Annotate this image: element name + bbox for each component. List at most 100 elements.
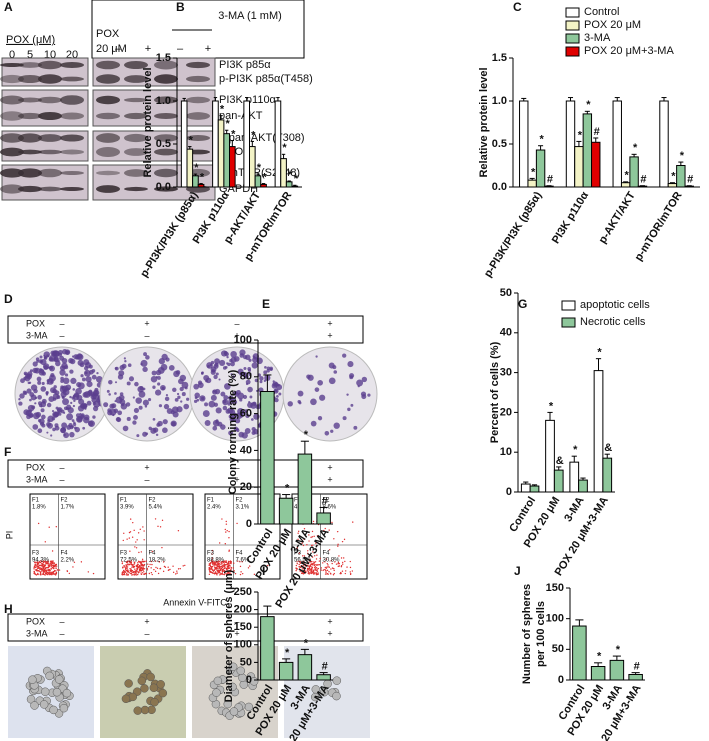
- y-tick-label: 150: [546, 582, 564, 594]
- event-dot: [314, 568, 317, 570]
- colony: [298, 401, 302, 405]
- bar: [180, 100, 188, 188]
- event-dot: [224, 560, 226, 562]
- event-dot: [340, 566, 343, 568]
- event-dot: [223, 563, 226, 566]
- colony: [41, 414, 46, 420]
- blot-band: [38, 149, 62, 155]
- event-dot: [92, 572, 95, 575]
- event-dot: [73, 561, 76, 563]
- event-dot: [296, 562, 298, 565]
- axis-label: PI: [4, 531, 14, 540]
- y-tick-label: 50: [240, 656, 252, 668]
- event-dot: [298, 552, 300, 554]
- treatment-sign: +: [144, 318, 149, 328]
- event-dot: [340, 557, 343, 559]
- event-dot: [221, 573, 223, 575]
- event-dot: [33, 568, 35, 570]
- cell: [236, 666, 246, 676]
- event-dot: [130, 568, 132, 570]
- event-dot: [217, 570, 220, 572]
- colony: [75, 413, 81, 418]
- event-dot: [315, 574, 318, 576]
- event-dot: [126, 574, 129, 576]
- event-dot: [129, 562, 131, 564]
- event-dot: [311, 556, 314, 558]
- colony: [96, 371, 99, 375]
- event-dot: [45, 570, 48, 573]
- quadrant-value: 30.8%: [323, 558, 341, 564]
- colony: [91, 374, 97, 380]
- event-dot: [333, 538, 335, 540]
- colony: [58, 352, 63, 357]
- event-dot: [229, 569, 231, 572]
- colony: [46, 431, 49, 434]
- blot-band: [154, 96, 178, 104]
- colony: [134, 381, 139, 387]
- event-dot: [295, 564, 298, 567]
- colony: [347, 361, 354, 368]
- colony: [158, 404, 163, 408]
- event-dot: [208, 568, 210, 570]
- bar: [243, 100, 250, 188]
- y-tick-label: 150: [234, 621, 252, 633]
- significance-mark: *: [549, 400, 554, 412]
- event-dot: [42, 573, 44, 576]
- significance-mark: *: [189, 134, 194, 146]
- event-dot: [54, 565, 56, 567]
- event-dot: [133, 565, 136, 568]
- colony: [52, 397, 57, 401]
- event-dot: [137, 571, 140, 574]
- event-dot: [211, 557, 214, 559]
- event-dot: [338, 562, 340, 565]
- colony: [35, 411, 42, 418]
- blot-band: [18, 168, 42, 178]
- quadrant-value: 56.5%: [294, 558, 312, 564]
- significance-mark: *: [671, 171, 676, 183]
- event-dot: [39, 564, 41, 567]
- quadrant-label: F4: [236, 551, 244, 557]
- colony: [266, 366, 271, 371]
- event-dot: [174, 573, 177, 575]
- event-dot: [162, 570, 165, 573]
- event-dot: [211, 569, 214, 571]
- event-dot: [182, 565, 184, 567]
- blot-band: [96, 185, 120, 193]
- colony: [51, 416, 56, 421]
- legend-swatch: [565, 7, 580, 18]
- colony: [144, 405, 148, 408]
- colony: [333, 370, 338, 374]
- bar: [582, 113, 593, 188]
- event-dot: [219, 574, 221, 576]
- event-dot: [296, 561, 298, 563]
- bar: [628, 673, 643, 681]
- event-dot: [211, 553, 213, 555]
- colony: [52, 350, 58, 356]
- event-dot: [214, 562, 217, 564]
- event-dot: [128, 537, 131, 539]
- colony: [109, 408, 117, 416]
- event-dot: [45, 567, 47, 569]
- colony: [347, 407, 351, 412]
- event-dot: [302, 568, 305, 570]
- event-dot: [330, 560, 333, 562]
- colony: [88, 420, 94, 427]
- y-axis-label: Number of spheres: [521, 584, 533, 684]
- event-dot: [295, 569, 297, 572]
- colony: [53, 385, 57, 389]
- significance-mark: *: [597, 347, 602, 359]
- cell: [121, 694, 131, 704]
- event-dot: [143, 571, 145, 573]
- colony: [297, 390, 304, 397]
- colony: [212, 425, 218, 431]
- bar: [297, 453, 313, 525]
- treatment-sign: +: [234, 474, 239, 484]
- colony: [66, 413, 74, 421]
- event-dot: [211, 568, 213, 570]
- colony: [247, 386, 253, 393]
- colony: [166, 408, 173, 414]
- quadrant-label: F2: [61, 498, 69, 504]
- colony: [177, 395, 181, 400]
- event-dot: [154, 570, 157, 573]
- cell: [54, 675, 64, 684]
